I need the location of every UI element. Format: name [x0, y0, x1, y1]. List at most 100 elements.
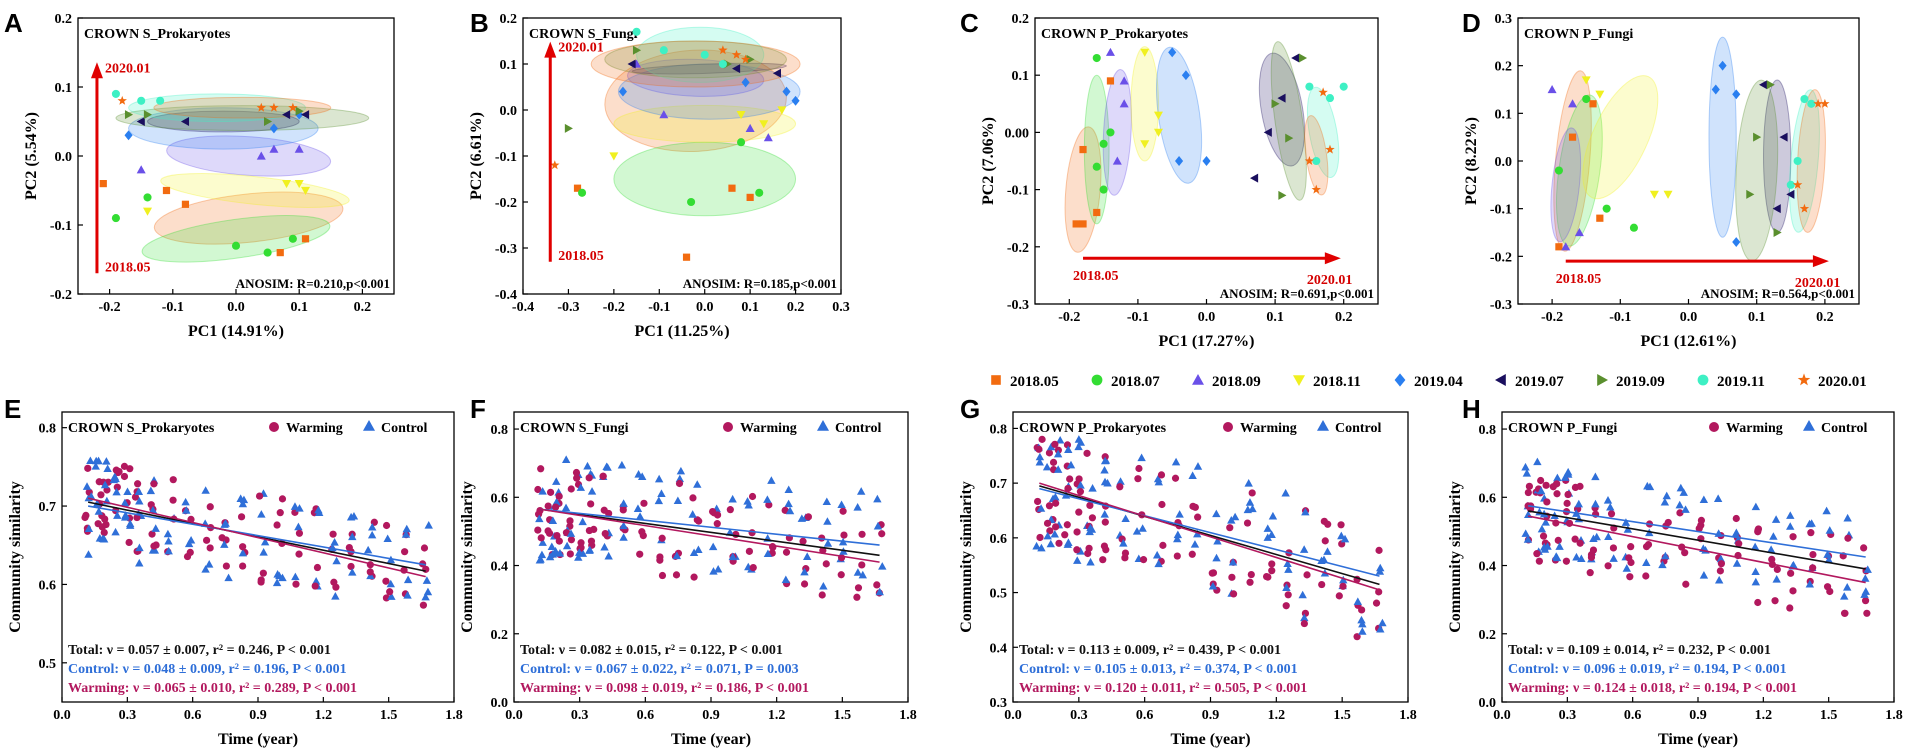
point-warming: [1524, 488, 1532, 497]
point-2018.07: [1092, 53, 1101, 63]
point-warming: [1642, 572, 1650, 580]
point-warming: [1607, 510, 1616, 518]
point-warming: [1863, 609, 1871, 617]
panel-letter: H: [1462, 394, 1481, 424]
regression-lines: [1527, 505, 1866, 584]
x-tick-label: 1.5: [834, 708, 852, 723]
point-warming: [113, 483, 121, 491]
point-control: [151, 524, 160, 532]
point-warming: [546, 488, 555, 496]
pca-panel-d: -0.2 -0.1 0.0 0.1 0.2 -0.3 -0.2 -0.1 0.0 0.1 0.2 0.…: [1462, 8, 1860, 350]
condition-legend: Warming Control: [1223, 420, 1382, 436]
x-tick-label: 0.3: [119, 708, 137, 723]
point-2020.01: [1820, 98, 1830, 108]
x-tick-label: 0.9: [1202, 708, 1220, 723]
point-control: [819, 581, 828, 590]
x-tick-label: 0.1: [1266, 310, 1284, 325]
point-warming: [1554, 536, 1562, 544]
legend-marker: [1697, 374, 1709, 386]
point-warming: [295, 550, 303, 558]
point-2019.11: [137, 96, 146, 105]
x-tick-label: 0.2: [787, 300, 805, 315]
point-warming: [1576, 482, 1584, 490]
point-2019.04: [1168, 47, 1177, 58]
point-control: [220, 540, 229, 548]
point-warming: [587, 500, 595, 508]
point-control: [1609, 554, 1618, 562]
point-warming: [1054, 446, 1062, 454]
point-control: [1604, 532, 1613, 541]
ellipse-2019.09: [1270, 41, 1307, 201]
point-control: [1555, 542, 1564, 550]
point-control: [363, 545, 373, 554]
arrow-start-label: 2018.05: [105, 260, 150, 275]
arrow-start-label: 2018.05: [1073, 269, 1119, 284]
legend-control-marker: [817, 420, 829, 431]
point-warming: [152, 541, 160, 549]
point-control: [535, 514, 544, 523]
point-warming: [1353, 633, 1361, 641]
group-legend: 2018.05 2018.07 2018.09 2018.11 2019.04 2019.…: [991, 373, 1867, 390]
point-control: [164, 546, 173, 555]
point-control: [781, 575, 791, 584]
legend-marker: [1394, 373, 1406, 387]
point-2018.11: [1663, 190, 1673, 199]
point-2019.04: [1202, 156, 1211, 166]
point-warming: [853, 593, 861, 601]
point-2018.07: [231, 241, 241, 250]
point-control: [673, 496, 683, 505]
point-control: [654, 474, 664, 483]
point-control: [112, 487, 121, 496]
point-2018.05: [99, 180, 107, 188]
point-control: [1716, 554, 1726, 563]
y-tick-label: -0.3: [1490, 298, 1512, 313]
point-control: [578, 517, 587, 526]
point-warming: [1789, 587, 1797, 595]
panel-title: CROWN S_Fungi: [520, 421, 629, 436]
ellipse-2019.04: [617, 63, 801, 120]
point-control: [84, 550, 93, 558]
point-2019.09: [143, 110, 153, 120]
point-2018.07: [1099, 185, 1108, 194]
point-warming: [292, 580, 300, 588]
legend-control-marker: [363, 420, 375, 431]
point-2020.01: [1325, 144, 1335, 154]
point-control: [675, 474, 685, 483]
point-control: [837, 500, 846, 509]
point-control: [1699, 571, 1709, 579]
point-warming: [587, 537, 596, 545]
ellipse-2019.07: [147, 110, 300, 133]
point-2019.04: [1732, 237, 1741, 247]
point-2018.07: [263, 248, 272, 257]
point-control: [102, 457, 111, 465]
point-warming: [1337, 521, 1345, 529]
point-2018.05: [1106, 77, 1115, 85]
legend-item-2019.07: 2019.07: [1495, 374, 1564, 390]
point-warming: [577, 539, 585, 547]
point-warming: [1324, 520, 1332, 528]
x-tick-label: -0.2: [1541, 310, 1563, 325]
point-warming: [120, 472, 129, 481]
point-control: [148, 505, 158, 514]
point-control: [1121, 514, 1130, 523]
point-control: [220, 520, 229, 528]
point-warming: [690, 573, 698, 581]
point-warming: [1841, 609, 1849, 617]
x-tick-label: -0.4: [512, 300, 534, 315]
ellipse-2019.11: [1788, 89, 1820, 233]
point-2018.07: [288, 234, 297, 243]
y-tick-label: 0.8: [39, 422, 57, 437]
regression-lines: [87, 497, 426, 578]
regression-line-control: [540, 508, 880, 546]
point-warming: [420, 544, 429, 552]
regression-stats: Total: ν = 0.057 ± 0.007, r² = 0.246, P …: [68, 643, 357, 696]
point-warming: [1243, 519, 1252, 527]
x-axis-label: PC1 (17.27%): [1159, 333, 1255, 350]
panel-title: CROWN S_Prokaryotes: [68, 421, 215, 436]
point-2018.07: [578, 188, 587, 197]
point-control: [113, 511, 122, 519]
point-warming: [237, 513, 246, 521]
point-warming: [1055, 539, 1063, 547]
x-tick-label: 1.5: [1333, 708, 1351, 723]
point-warming: [419, 601, 428, 609]
